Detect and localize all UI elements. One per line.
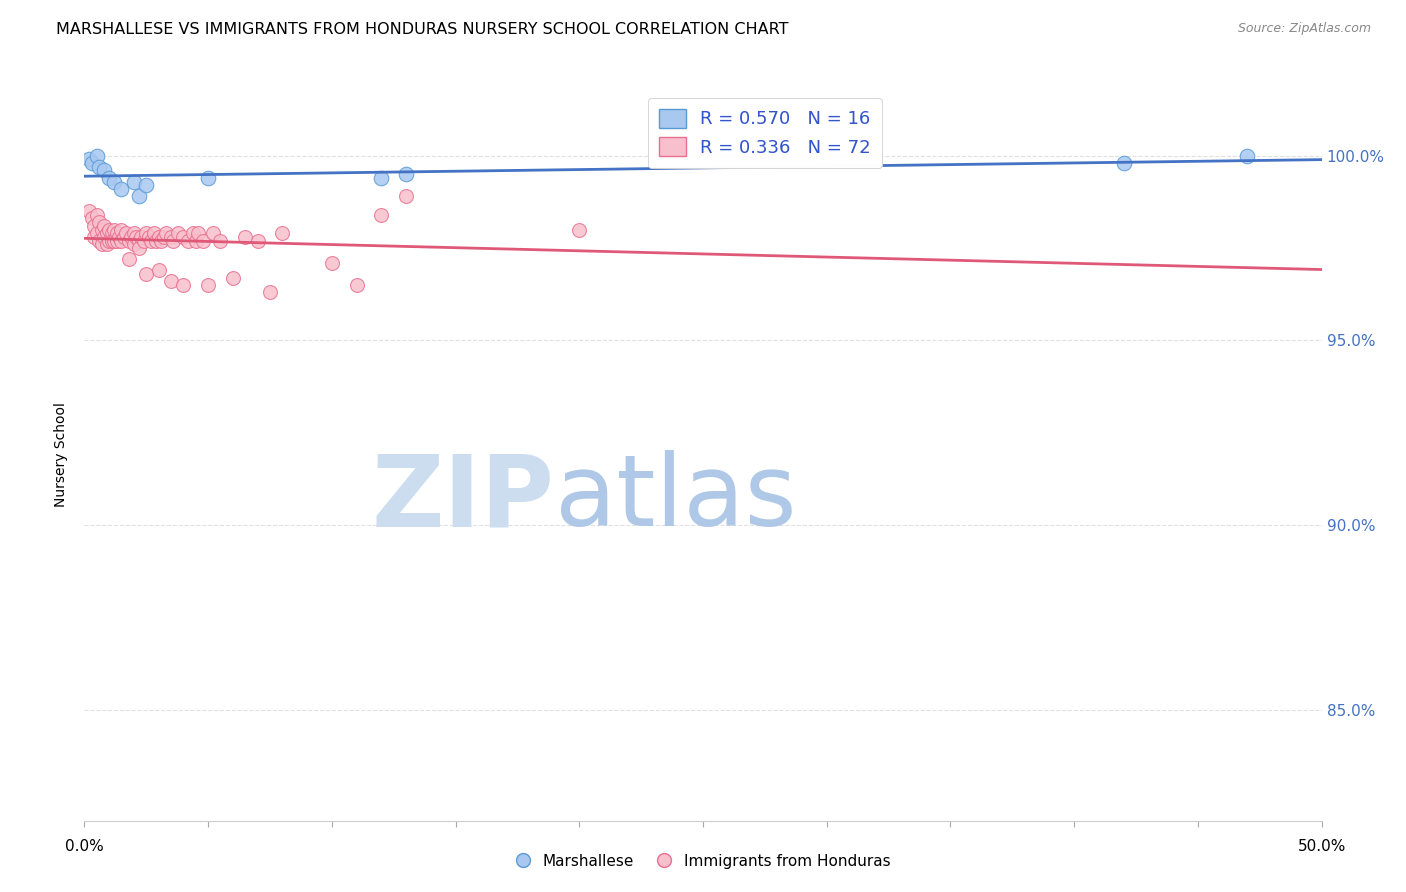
Text: 0.0%: 0.0% [65,839,104,855]
Point [172,230,194,244]
Point [1236,149,1258,163]
Point [155,227,177,241]
Point [184,234,207,248]
Point [103,175,125,189]
Point [370,208,392,222]
Point [89,215,111,229]
Legend: Marshallese, Immigrants from Honduras: Marshallese, Immigrants from Honduras [509,848,897,875]
Point [197,277,219,292]
Point [98,170,121,185]
Point [96,227,118,241]
Point [222,270,245,285]
Point [197,170,219,185]
Point [105,234,128,248]
Point [93,230,115,244]
Point [110,182,132,196]
Point [132,234,155,248]
Point [100,227,122,241]
Point [138,230,160,244]
Point [110,222,132,236]
Point [125,230,148,244]
Point [246,234,269,248]
Point [167,227,190,241]
Point [79,204,101,219]
Point [150,234,173,248]
Text: ZIP: ZIP [371,450,554,548]
Point [128,189,150,203]
Point [90,222,112,236]
Point [80,211,103,226]
Point [370,170,392,185]
Text: MARSHALLESE VS IMMIGRANTS FROM HONDURAS NURSERY SCHOOL CORRELATION CHART: MARSHALLESE VS IMMIGRANTS FROM HONDURAS … [56,22,789,37]
Point [148,263,170,277]
Text: Source: ZipAtlas.com: Source: ZipAtlas.com [1237,22,1371,36]
Point [160,274,183,288]
Point [118,252,141,267]
Point [395,189,418,203]
Point [112,230,135,244]
Point [172,277,194,292]
Point [233,230,256,244]
Point [177,234,200,248]
Point [181,227,204,241]
Point [80,156,103,170]
Point [128,241,150,255]
Point [93,163,115,178]
Point [86,227,108,241]
Text: atlas: atlas [554,450,796,548]
Point [142,227,165,241]
Point [79,153,101,167]
Point [118,234,141,248]
Point [115,227,138,241]
Point [83,230,105,244]
Point [120,230,142,244]
Point [160,230,183,244]
Point [187,227,209,241]
Point [1112,156,1135,170]
Point [122,175,145,189]
Point [191,234,214,248]
Text: 50.0%: 50.0% [1298,839,1346,855]
Point [122,227,145,241]
Point [135,178,157,193]
Point [148,230,170,244]
Point [271,227,294,241]
Point [152,230,174,244]
Point [110,234,132,248]
Legend: R = 0.570   N = 16, R = 0.336   N = 72: R = 0.570 N = 16, R = 0.336 N = 72 [648,98,882,168]
Point [162,234,184,248]
Point [202,227,225,241]
Point [105,227,128,241]
Point [98,222,121,236]
Point [103,222,125,236]
Point [86,149,108,163]
Point [89,234,111,248]
Point [568,222,591,236]
Point [103,234,125,248]
Point [395,167,418,181]
Point [89,160,111,174]
Point [145,234,167,248]
Y-axis label: Nursery School: Nursery School [55,402,69,508]
Point [96,237,118,252]
Point [321,256,343,270]
Point [135,227,157,241]
Point [209,234,232,248]
Point [129,230,152,244]
Point [122,237,145,252]
Point [108,230,131,244]
Point [98,234,121,248]
Point [93,219,115,233]
Point [259,285,281,300]
Point [346,277,368,292]
Point [128,234,150,248]
Point [90,237,112,252]
Point [141,234,163,248]
Point [100,234,122,248]
Point [83,219,105,233]
Point [86,208,108,222]
Point [135,267,157,281]
